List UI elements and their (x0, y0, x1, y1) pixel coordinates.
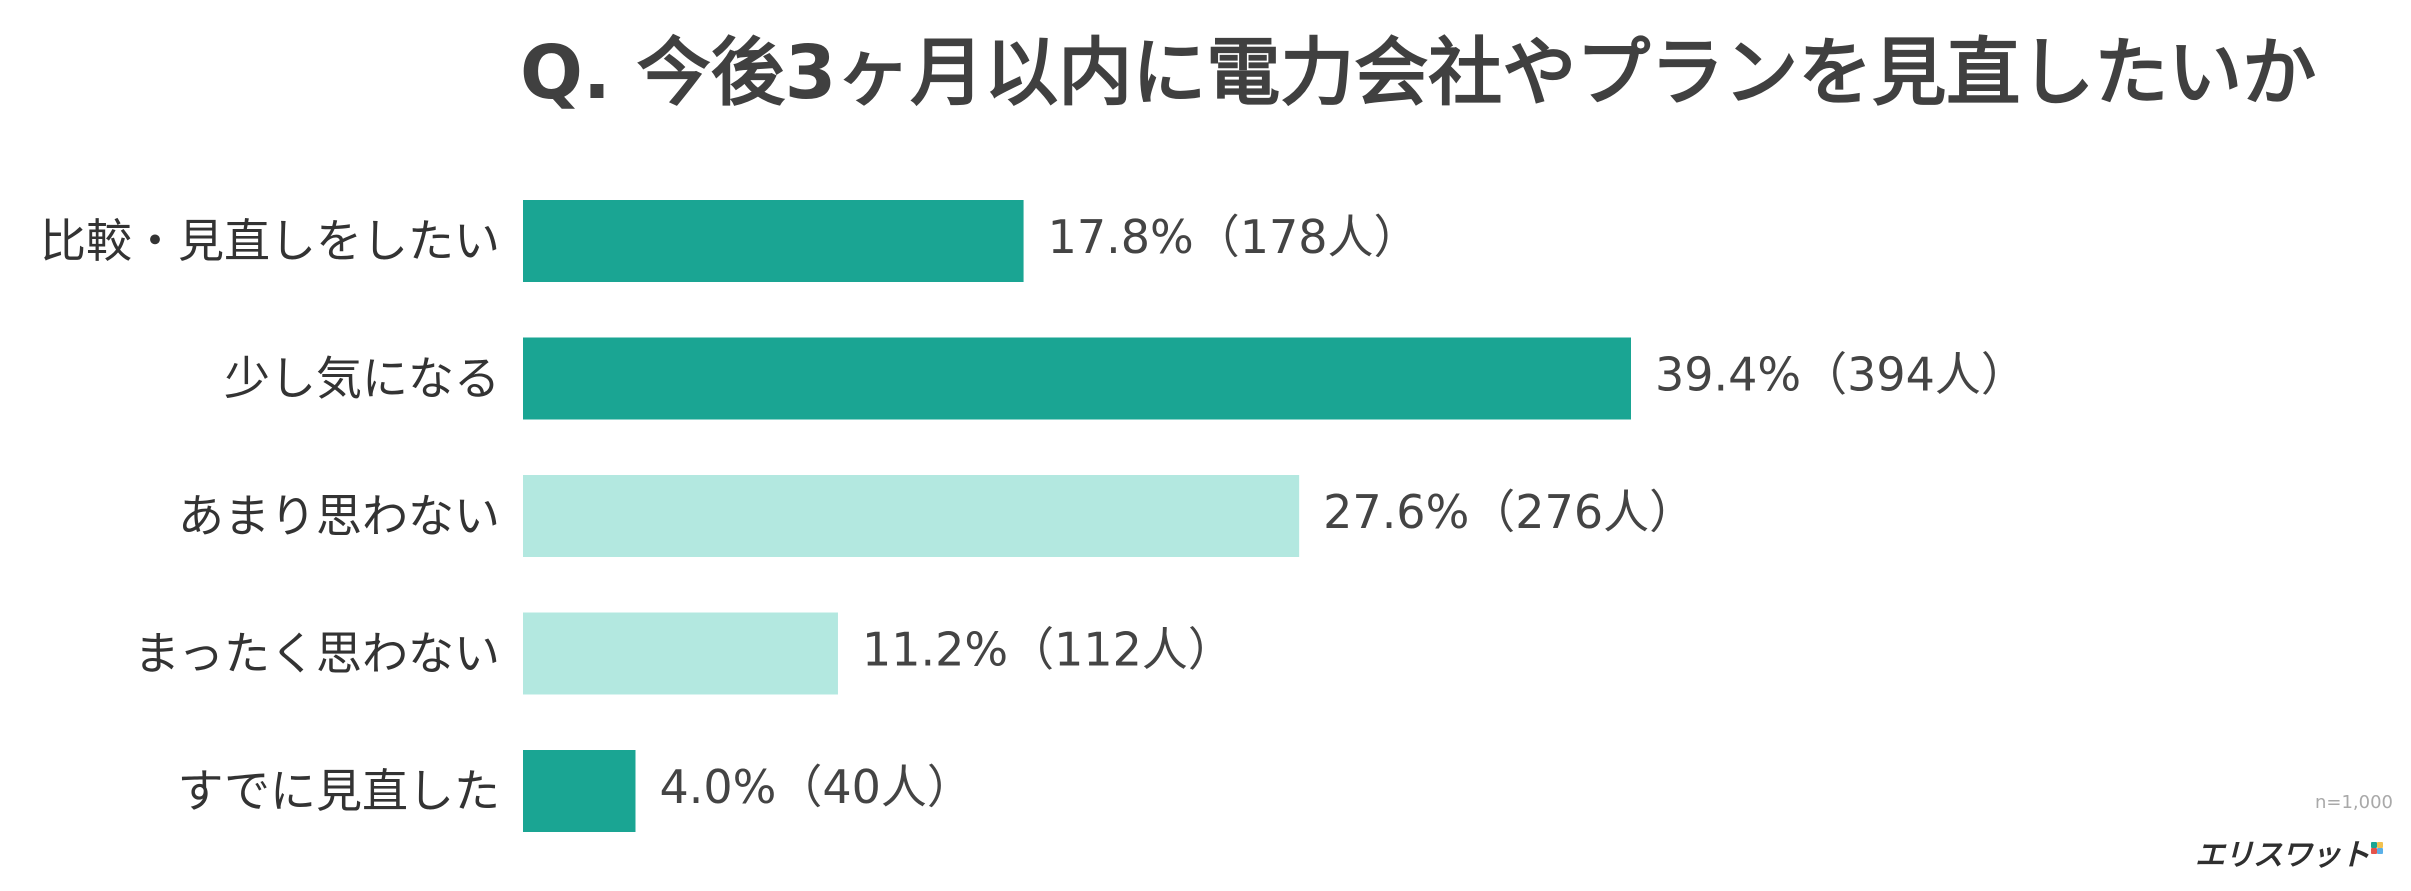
category-label: 比較・見直しをしたい (40, 214, 500, 268)
brand-accent-square-2 (2377, 842, 2383, 848)
value-label: 17.8%（178人） (1048, 210, 1420, 264)
brand-accent-mark (2371, 838, 2383, 866)
value-label: 39.4%（394人） (1655, 348, 2027, 402)
brand-accent-square-3 (2371, 848, 2377, 854)
brand-accent-square-1 (2371, 842, 2377, 848)
bar (523, 750, 636, 832)
category-label: まったく思わない (134, 627, 500, 681)
bar (523, 337, 1631, 420)
sample-size-note: n=1,000 (2314, 792, 2393, 813)
brand-logo: エリスワット (2195, 832, 2383, 873)
brand-accent-square-4 (2377, 848, 2383, 854)
chart-title: Q. 今後3ヶ月以内に電力会社やプランを見直したいか (520, 30, 2317, 116)
bar (523, 475, 1300, 557)
value-label: 27.6%（276人） (1323, 485, 1695, 539)
value-label: 4.0%（40人） (659, 760, 972, 814)
bar (523, 612, 838, 695)
category-label: すでに見直した (178, 764, 500, 818)
category-label: 少し気になる (224, 352, 500, 406)
brand-logo-text: エリスワット (2195, 838, 2370, 873)
category-label: あまり思わない (178, 489, 500, 543)
bar (523, 200, 1024, 282)
value-label: 11.2%（112人） (862, 623, 1234, 677)
